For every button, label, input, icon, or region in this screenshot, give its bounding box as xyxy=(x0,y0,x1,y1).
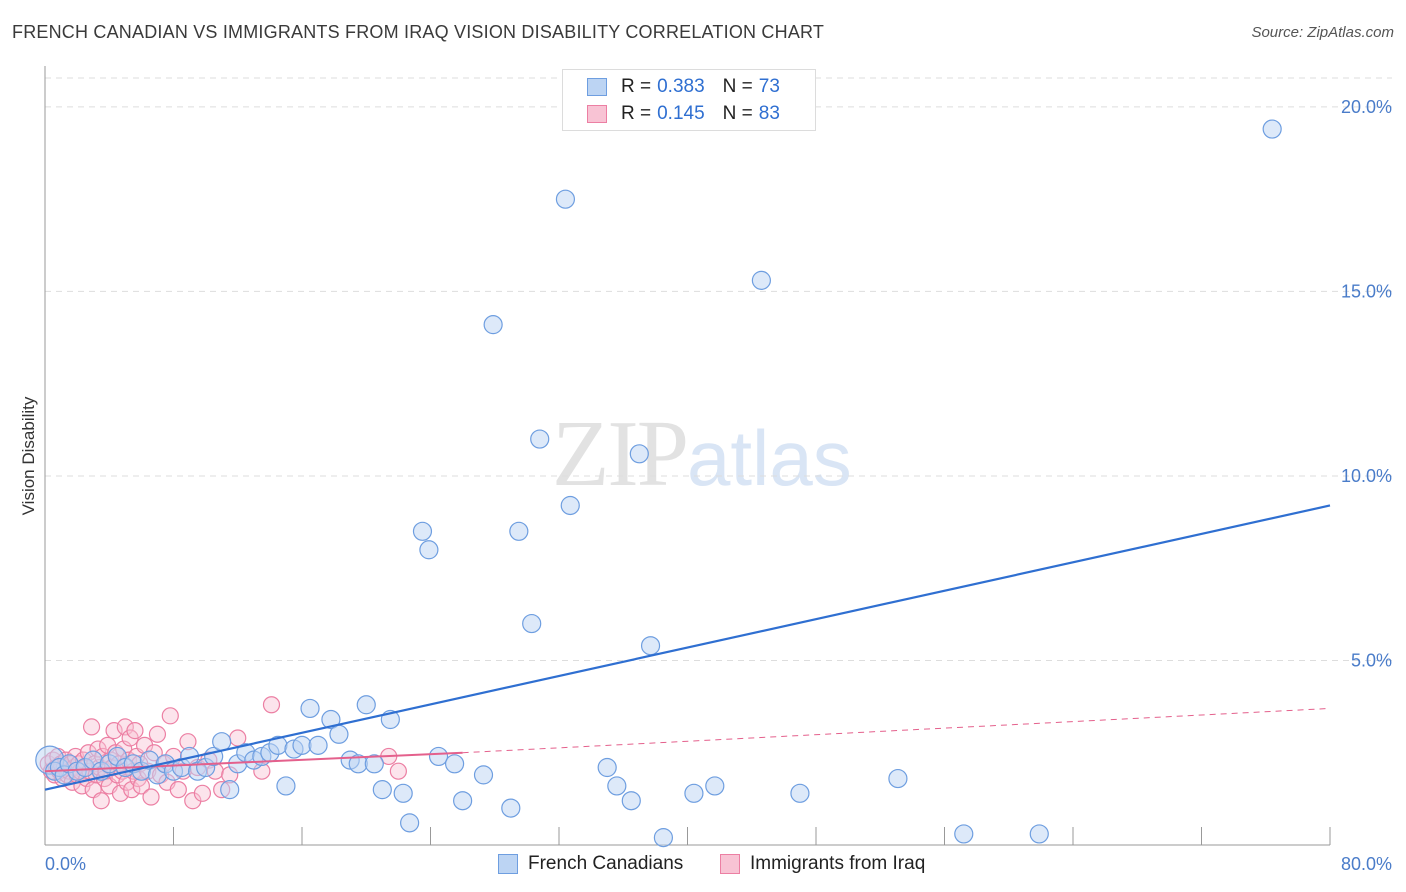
iraq-point xyxy=(262,696,281,714)
y-tick-label: 10.0% xyxy=(1341,466,1392,486)
iraq-point xyxy=(82,718,101,736)
french-canadian-point xyxy=(483,315,503,335)
stats-legend: R = 0.383 N = 73 R = 0.145 N = 83 xyxy=(562,69,816,131)
iraq-trend-line xyxy=(44,751,463,773)
french-canadian-point xyxy=(321,709,341,730)
watermark-atlas: atlas xyxy=(687,414,852,502)
legend-r-value: 0.383 xyxy=(657,76,705,97)
gridlines xyxy=(45,77,1392,661)
french-canadian-point xyxy=(790,783,810,803)
french-canadian-point xyxy=(329,724,349,744)
french-canadian-point xyxy=(1262,119,1282,139)
french-canadian-point xyxy=(356,695,376,715)
iraq-point xyxy=(169,781,187,799)
french-canadian-point xyxy=(560,495,580,516)
iraq-point xyxy=(116,718,134,736)
french-canadian-point xyxy=(419,540,439,560)
french-canadian-point xyxy=(444,754,465,774)
french-canadian-point xyxy=(212,732,232,752)
legend-row-french-canadians: R = 0.383 N = 73 xyxy=(587,74,780,100)
iraq-point xyxy=(126,721,144,740)
legend-row-iraq: R = 0.145 N = 83 xyxy=(587,101,780,127)
source-label: Source: ZipAtlas.com xyxy=(1251,24,1394,41)
iraq-point xyxy=(193,784,212,802)
french-canadian-point xyxy=(400,813,420,833)
iraq-point xyxy=(161,707,179,725)
french-canadian-point xyxy=(629,444,649,464)
iraq-point xyxy=(148,725,167,743)
legend-n-value: 83 xyxy=(758,103,780,124)
iraq-point xyxy=(105,721,123,740)
x-tick-label: 80.0% xyxy=(1341,854,1392,874)
axes xyxy=(44,66,1331,846)
french-canadian-point xyxy=(888,768,908,789)
french-canadian-point xyxy=(364,754,384,774)
legend-swatch-pink xyxy=(587,105,607,123)
french-canadian-point xyxy=(308,735,328,755)
bottom-legend-label: Immigrants from Iraq xyxy=(750,853,926,874)
iraq-point xyxy=(92,792,110,810)
bottom-legend-french-canadians: French Canadians xyxy=(498,850,683,878)
french-canadian-point xyxy=(653,828,674,848)
iraq-point xyxy=(389,762,407,780)
axis-labels: 5.0% 10.0% 15.0% 20.0% 0.0% 80.0% Vision Disab… xyxy=(19,97,1392,874)
french-canadian-point xyxy=(621,791,641,811)
iraq-trend-extension xyxy=(462,707,1331,754)
watermark: ZIPatlas xyxy=(552,400,852,508)
french-canadian-point xyxy=(509,521,529,541)
legend-r-label: R = xyxy=(621,103,652,124)
french-canadian-point xyxy=(597,757,617,778)
french-canadian-point xyxy=(412,521,433,541)
french-canadian-trend-line xyxy=(44,504,1331,791)
y-tick-label: 20.0% xyxy=(1341,97,1392,117)
french-canadian-point xyxy=(428,746,449,767)
legend-swatch-blue xyxy=(587,78,607,96)
french-canadian-point xyxy=(751,270,771,290)
legend-n-label: N = xyxy=(722,103,753,124)
chart-title: FRENCH CANADIAN VS IMMIGRANTS FROM IRAQ … xyxy=(12,22,825,42)
french-canadian-point xyxy=(684,783,704,803)
bottom-legend-swatch-pink xyxy=(720,854,740,874)
french-canadian-point xyxy=(453,791,473,811)
y-tick-label: 5.0% xyxy=(1351,650,1392,670)
bottom-legend-label: French Canadians xyxy=(528,853,684,874)
french-canadian-point xyxy=(640,636,661,656)
bottom-legend-swatch-blue xyxy=(498,854,518,874)
french-canadian-point xyxy=(501,798,521,818)
french-canadian-point xyxy=(276,776,296,796)
french-canadian-point xyxy=(393,783,413,803)
french-canadian-point xyxy=(954,824,974,844)
french-canadian-point xyxy=(607,776,627,796)
french-canadian-points xyxy=(35,119,1282,848)
y-tick-label: 15.0% xyxy=(1341,281,1392,301)
french-canadian-point xyxy=(292,735,312,755)
french-canadian-point xyxy=(1029,824,1049,844)
legend-n-value: 73 xyxy=(758,76,780,97)
iraq-point xyxy=(142,788,160,806)
bottom-legend-iraq: Immigrants from Iraq xyxy=(720,850,925,878)
french-canadian-point xyxy=(530,429,550,449)
french-canadian-point xyxy=(705,776,725,796)
y-axis-title: Vision Disability xyxy=(19,396,38,515)
french-canadian-point xyxy=(522,613,542,634)
trend-lines xyxy=(44,504,1331,791)
legend-r-value: 0.145 xyxy=(657,103,705,124)
legend-r-label: R = xyxy=(621,76,652,97)
french-canadian-point xyxy=(220,780,240,800)
legend-n-label: N = xyxy=(722,76,753,97)
french-canadian-point xyxy=(555,189,576,209)
french-canadian-point xyxy=(473,765,494,785)
watermark-zip: ZIP xyxy=(552,402,689,506)
french-canadian-point xyxy=(300,698,320,719)
french-canadian-point xyxy=(372,780,392,800)
x-tick-label: 0.0% xyxy=(45,854,86,874)
